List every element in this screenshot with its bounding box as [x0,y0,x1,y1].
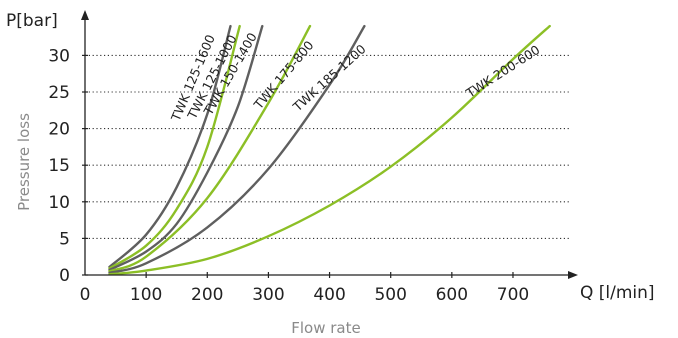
x-tick-label-400: 400 [313,285,345,305]
x-tick-label-500: 500 [374,285,406,305]
curve-twk-150-1400 [108,24,264,272]
x-tick-label-300: 300 [252,285,284,305]
y-axis-unit-label: P[bar] [6,11,58,31]
curves [108,24,551,276]
y-axis-arrow-icon [81,10,89,20]
y-tick-label-20: 20 [48,120,70,140]
curve-twk-125-1000 [108,24,241,270]
curve-twk-185-1200 [108,24,366,274]
y-tick-label-5: 5 [59,229,70,249]
x-axis-arrow-icon [568,271,578,279]
axes [81,10,578,279]
y-tick-label-10: 10 [48,193,70,213]
x-axis-unit-label: Q [l/min] [580,283,655,303]
curve-twk-200-600 [108,24,551,276]
y-tick-label-25: 25 [48,83,70,103]
x-tick-label-200: 200 [191,285,223,305]
y-tick-label-0: 0 [59,266,70,286]
x-tick-label-0: 0 [80,285,91,305]
x-tick-label-700: 700 [497,285,529,305]
y-tick-label-30: 30 [48,46,70,66]
y-axis-title: Pressure loss [15,113,33,211]
x-tick-labels: 0 100 200 300 400 500 600 700 [80,272,529,305]
grid-lines [85,54,570,239]
x-tick-label-100: 100 [130,285,162,305]
y-tick-labels: 0 5 10 15 20 25 30 [48,46,88,286]
curve-twk-125-1600 [108,24,232,269]
x-axis-title: Flow rate [291,319,360,337]
y-tick-label-15: 15 [48,156,70,176]
curve-twk-175-800 [108,24,312,273]
x-tick-label-600: 600 [436,285,468,305]
